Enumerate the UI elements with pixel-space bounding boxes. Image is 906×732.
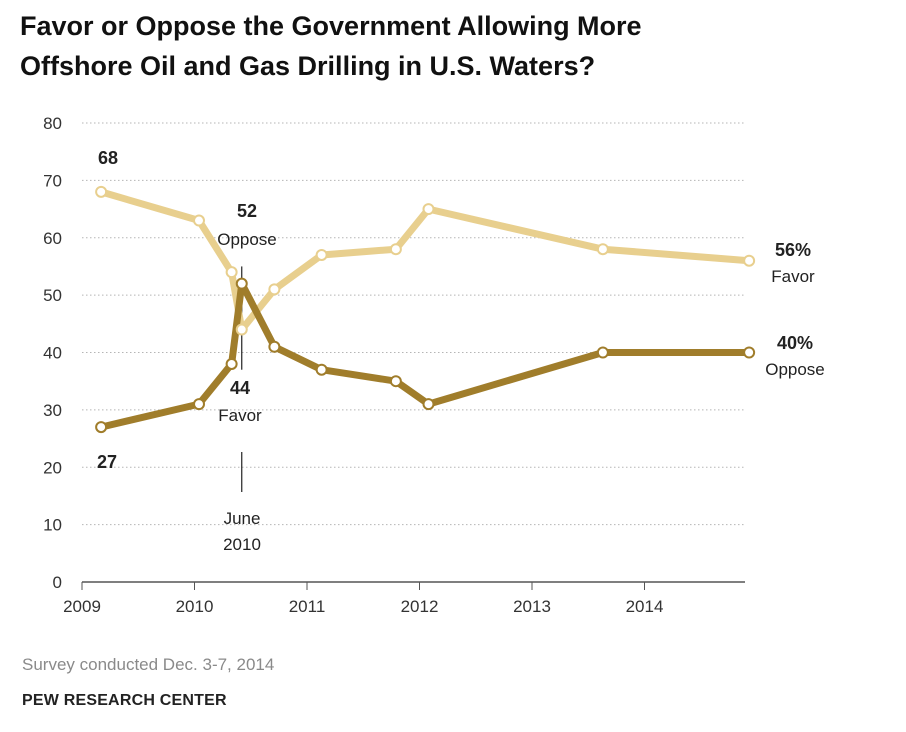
oppose-point-7 [422,398,435,411]
oppose-point-1 [193,398,205,411]
favor-point-7 [422,203,435,216]
y-tick-label-50: 50 [43,286,62,305]
annotation-oppose-peak-value: 52 [237,201,257,221]
y-tick-label-30: 30 [43,401,62,420]
favor-point-9 [743,254,756,267]
oppose-point-6 [389,375,402,388]
oppose-point-5 [315,363,328,376]
favor-point-1 [193,214,205,227]
x-tick-label-2011: 2011 [289,597,326,616]
x-tick-label-2014: 2014 [626,597,664,616]
y-tick-label-10: 10 [43,516,62,535]
favor-point-8 [596,243,609,256]
x-tick-label-2013: 2013 [513,597,551,616]
x-tick-label-2010: 2010 [176,597,214,616]
favor-point-4 [268,283,281,296]
oppose-point-4 [268,340,281,353]
favor-series-line [97,188,753,333]
oppose-point-0 [95,421,108,434]
x-tick-label-2012: 2012 [401,597,439,616]
annotation-oppose-start: 27 [97,452,117,472]
annotation-oppose-end-value: 40% [777,333,813,353]
annotation-favor-low-value: 44 [230,378,250,398]
chart-title: Favor or Oppose the Government Allowing … [20,6,890,86]
survey-note: Survey conducted Dec. 3-7, 2014 [22,655,275,674]
annotation-favor-end-label: Favor [771,267,815,286]
annotation-favor-end-value: 56% [775,240,811,260]
annotation-june-line2: 2010 [223,535,261,554]
chart-title-line-2: Offshore Oil and Gas Drilling in U.S. Wa… [20,51,596,81]
annotation-favor-start: 68 [98,148,118,168]
favor-point-5 [315,248,328,261]
annotation-june-line1: June [224,509,261,528]
annotation-favor-low-label: Favor [218,406,262,425]
oppose-series-line [97,280,753,431]
favor-point-2 [225,266,238,279]
y-tick-label-60: 60 [43,229,62,248]
y-tick-label-80: 80 [43,114,62,133]
annotation-oppose-peak-label: Oppose [217,230,277,249]
y-tick-label-40: 40 [43,344,62,363]
annotation-oppose-end-label: Oppose [765,360,825,379]
oppose-point-2 [225,357,238,370]
oppose-point-3 [235,277,248,290]
y-tick-label-20: 20 [43,458,62,477]
favor-point-3 [235,323,248,336]
y-tick-label-0: 0 [53,573,62,592]
oppose-point-8 [596,346,609,359]
y-tick-label-70: 70 [43,171,62,190]
favor-point-0 [95,185,108,198]
oppose-point-9 [743,346,756,359]
source-label: PEW RESEARCH CENTER [22,692,227,709]
favor-point-6 [389,243,402,256]
x-tick-label-2009: 2009 [63,597,101,616]
chart-title-line-1: Favor or Oppose the Government Allowing … [20,11,642,41]
